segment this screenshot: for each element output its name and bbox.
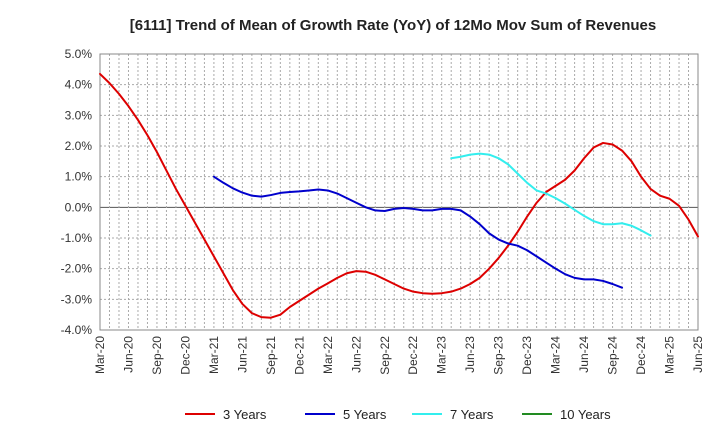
- y-tick-label: -4.0%: [61, 323, 93, 337]
- x-tick-label: Sep-20: [150, 336, 164, 375]
- grid-layer: [99, 53, 699, 331]
- x-tick-label: Sep-21: [264, 336, 278, 375]
- y-tick-label: 0.0%: [65, 200, 93, 214]
- x-tick-label: Mar-24: [549, 336, 563, 374]
- x-tick-label: Sep-23: [492, 336, 506, 375]
- axis-layer: 5.0% 4.0% 3.0% 2.0% 1.0% 0.0% -1.0% -2.0% -3.0% -…: [61, 47, 705, 375]
- legend-label-10-years: 10 Years: [560, 407, 611, 422]
- x-tick-label: Sep-24: [606, 336, 620, 375]
- x-tick-label: Dec-22: [406, 336, 420, 375]
- x-tick-label: Dec-24: [634, 336, 648, 375]
- y-tick-label: 3.0%: [65, 108, 93, 122]
- series-layer: [99, 72, 699, 319]
- y-tick-label: -1.0%: [61, 231, 93, 245]
- legend-label-3-years: 3 Years: [223, 407, 267, 422]
- x-tick-label: Mar-20: [93, 336, 107, 374]
- chart-title: [6111] Trend of Mean of Growth Rate (YoY…: [130, 17, 656, 34]
- x-tick-label: Mar-25: [663, 336, 677, 374]
- plot-border: [99, 53, 699, 331]
- x-tick-label: Dec-23: [520, 336, 534, 375]
- y-tick-label: 2.0%: [65, 139, 93, 153]
- x-tick-label: Jun-21: [235, 336, 249, 373]
- x-tick-label: Mar-22: [321, 336, 335, 374]
- x-tick-label: Jun-23: [463, 336, 477, 373]
- y-tick-label: -3.0%: [61, 292, 93, 306]
- y-tick-label: 1.0%: [65, 170, 93, 184]
- legend-label-7-years: 7 Years: [450, 407, 494, 422]
- x-tick-label: Dec-20: [178, 336, 192, 375]
- series-line-5-years: [212, 175, 624, 289]
- series-line-7-years: [450, 152, 652, 237]
- x-tick-label: Jun-24: [577, 336, 591, 373]
- x-tick-label: Dec-21: [292, 336, 306, 375]
- x-tick-label: Mar-21: [207, 336, 221, 374]
- legend: 3 Years 5 Years 7 Years 10 Years: [185, 407, 611, 422]
- y-tick-label: -2.0%: [61, 262, 93, 276]
- x-tick-label: Sep-22: [378, 336, 392, 375]
- x-tick-label: Jun-25: [691, 336, 705, 373]
- plot-area: [100, 54, 698, 330]
- x-tick-label: Jun-20: [121, 336, 135, 373]
- x-tick-label: Jun-22: [349, 336, 363, 373]
- y-tick-label: 4.0%: [65, 78, 93, 92]
- series-line-3-years: [99, 72, 699, 319]
- x-tick-label: Mar-23: [435, 336, 449, 374]
- y-tick-label: 5.0%: [65, 47, 93, 61]
- legend-label-5-years: 5 Years: [343, 407, 387, 422]
